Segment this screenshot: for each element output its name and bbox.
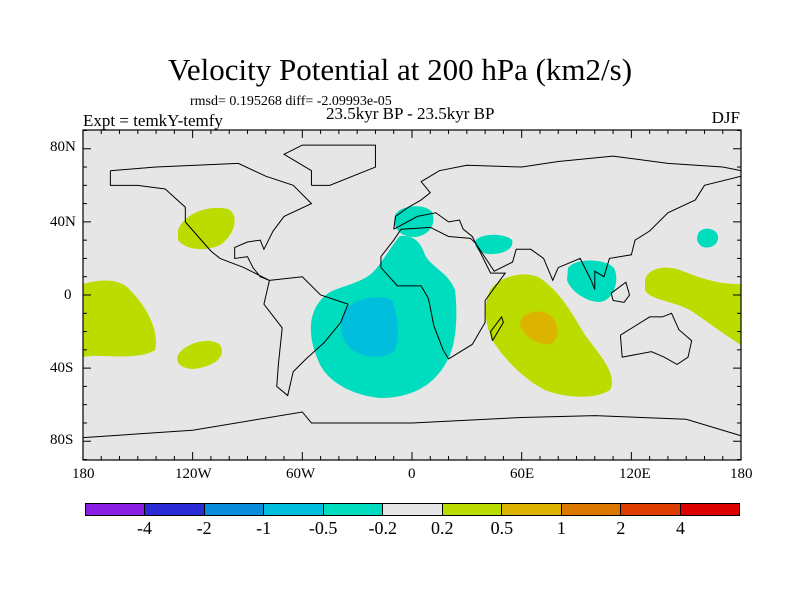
colorbar-box <box>680 504 739 515</box>
contour-neg-japan <box>697 228 719 248</box>
lon-tick-label: 0 <box>408 466 416 482</box>
lat-tick-label: 40S <box>50 360 74 376</box>
lat-tick-label: 0 <box>64 287 72 303</box>
coastline-australia <box>619 312 693 366</box>
contour-negmid-south-atlantic <box>340 297 398 357</box>
contour-pos-mexico <box>178 207 235 250</box>
colorbar-label: 4 <box>675 518 685 538</box>
lon-tick-label: 60W <box>286 466 316 482</box>
colorbar-box <box>86 504 146 515</box>
colorbar-box <box>502 504 562 515</box>
colorbar-label: 0.5 <box>490 518 514 538</box>
colorbar-label: -0.5 <box>308 518 338 538</box>
lat-tick-label: 80N <box>50 139 76 155</box>
lon-tick-label: 120E <box>619 466 651 482</box>
contour-pos-pacific-west <box>83 280 156 357</box>
colorbar <box>85 503 740 516</box>
lat-tick-label: 40N <box>50 214 76 230</box>
contour-fields <box>83 206 741 398</box>
lon-tick-label: 180 <box>72 466 95 482</box>
colorbar-label: -0.2 <box>368 518 397 538</box>
colorbar-label: -1 <box>256 518 272 538</box>
coastlines <box>82 144 742 439</box>
stats-label: rmsd= 0.195268 diff= -2.09993e-05 <box>190 94 392 109</box>
colorbar-label: -4 <box>137 518 153 538</box>
colorbar-label: -2 <box>196 518 212 538</box>
tick-marks <box>82 129 742 461</box>
colorbar-box <box>145 504 205 515</box>
colorbar-box <box>383 504 443 515</box>
colorbar-box <box>561 504 622 515</box>
lon-tick-label: 60E <box>510 466 535 482</box>
colorbar-box <box>621 504 681 515</box>
contour-pos-pacific-south <box>177 340 222 369</box>
coastline-borneo <box>610 281 631 303</box>
coastline-greenland <box>283 144 376 186</box>
coastline-africa <box>380 226 507 360</box>
experiment-label: Expt = temkY-temfy <box>83 111 223 130</box>
lon-tick-label: 120W <box>175 466 212 482</box>
contour-pos-west-pacific <box>645 267 741 345</box>
plot-title: Velocity Potential at 200 hPa (km2/s) <box>167 52 633 87</box>
coastline-eurasia <box>393 155 742 290</box>
coastline-antarctica <box>82 411 742 439</box>
colorbar-box <box>264 504 324 515</box>
lon-tick-label: 180 <box>730 466 753 482</box>
colorbar-box <box>442 504 503 515</box>
colorbar-label: 2 <box>616 518 626 538</box>
contour-neg-arabia <box>475 234 513 255</box>
colorbar-box <box>323 504 384 515</box>
coastline-madagascar <box>490 315 504 341</box>
colorbar-label: 0.2 <box>431 518 454 538</box>
season-label: DJF <box>711 108 740 127</box>
center-label: 23.5kyr BP - 23.5kyr BP <box>326 104 495 123</box>
colorbar-label: 1 <box>556 518 566 538</box>
colorbar-box <box>204 504 265 515</box>
contour-posmid-indian <box>520 311 558 345</box>
coastline-north-america <box>109 162 313 281</box>
coastline-south-america <box>263 276 349 397</box>
lat-tick-label: 80S <box>50 432 74 448</box>
